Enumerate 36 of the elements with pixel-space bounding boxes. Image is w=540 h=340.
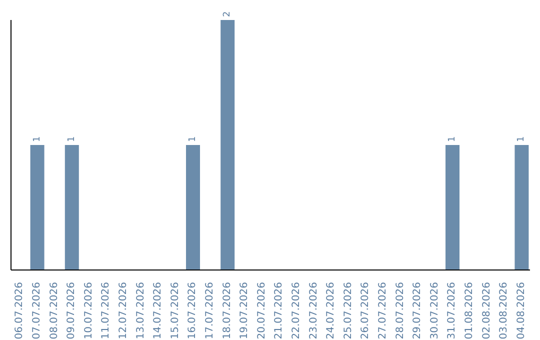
x-tick-label: 28.07.2026: [394, 282, 406, 340]
x-tick-label: 02.08.2026: [481, 282, 492, 340]
x-tick-label: 16.07.2026: [187, 282, 198, 340]
data-label: 2: [222, 11, 233, 17]
x-tick-label: 07.07.2026: [31, 282, 42, 340]
data-label: 1: [66, 136, 77, 142]
x-tick-label: 25.07.2026: [342, 282, 354, 340]
x-tick-label: 20.07.2026: [256, 282, 268, 340]
x-tick-label: 06.07.2026: [14, 282, 26, 340]
x-tick-label: 13.07.2026: [135, 282, 146, 340]
x-tick-label: 26.07.2026: [360, 282, 372, 340]
x-tick-label: 04.08.2026: [516, 282, 527, 340]
x-tick-label: 10.07.2026: [83, 282, 94, 340]
x-tick-label: 09.07.2026: [66, 282, 78, 340]
data-label: 1: [448, 136, 458, 142]
x-tick-label: 22.07.2026: [290, 282, 302, 340]
x-tick-label: 11.07.2026: [100, 282, 112, 340]
x-tick-label: 30.07.2026: [429, 282, 440, 340]
data-label: 1: [32, 136, 42, 142]
x-tick-label: 17.07.2026: [204, 282, 216, 340]
x-tick-label: 12.07.2026: [118, 282, 129, 340]
x-tick-label: 14.07.2026: [152, 282, 164, 340]
x-tick-label: 08.07.2026: [48, 282, 60, 340]
data-label: 1: [516, 136, 527, 142]
data-label: 1: [188, 136, 198, 142]
x-tick-label: 23.07.2026: [308, 282, 320, 340]
x-tick-label: 19.07.2026: [239, 282, 250, 340]
x-tick-label: 27.07.2026: [377, 282, 388, 340]
x-tick-label: 03.08.2026: [498, 282, 510, 340]
x-tick-label: 15.07.2026: [170, 282, 181, 340]
x-tick-label: 01.08.2026: [464, 282, 475, 340]
x-tick-label: 24.07.2026: [326, 282, 337, 340]
x-tick-label: 29.07.2026: [412, 282, 424, 340]
x-tick-label: 18.07.2026: [222, 282, 233, 340]
x-tick-label: 21.07.2026: [274, 282, 285, 340]
x-tick-label: 31.07.2026: [446, 282, 458, 340]
